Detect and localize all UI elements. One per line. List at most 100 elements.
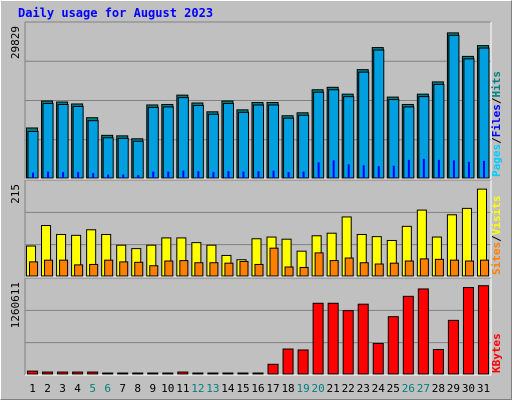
pages-bar <box>227 171 230 178</box>
x-tick-label: 15 <box>236 382 249 395</box>
kbytes-bar <box>252 372 264 375</box>
sites-bar <box>344 257 354 277</box>
x-tick-label: 13 <box>206 382 219 395</box>
pages-bar <box>182 170 185 178</box>
middle-panel-legend-item: Sites <box>490 242 503 275</box>
pages-bar <box>437 159 440 178</box>
x-tick-label: 21 <box>327 382 340 395</box>
sites-bar <box>209 262 219 277</box>
sites-bar <box>194 262 204 277</box>
sites-bar <box>329 260 339 277</box>
chart-title: Daily usage for August 2023 <box>18 6 214 20</box>
sites-bar <box>44 259 54 277</box>
sites-bar <box>239 260 249 277</box>
sites-bar <box>374 263 384 277</box>
kbytes-bar <box>87 371 99 375</box>
kbytes-bar <box>237 372 249 375</box>
top-panel-legend-item: / <box>490 97 503 104</box>
sites-bar <box>134 261 144 277</box>
sites-bar <box>359 262 369 277</box>
pages-bar <box>167 171 170 178</box>
sites-bar <box>74 264 84 277</box>
files-bar <box>102 137 114 179</box>
sites-bar <box>434 258 444 277</box>
x-tick-label: 24 <box>372 382 386 395</box>
pages-bar <box>452 160 455 178</box>
x-tick-label: 28 <box>432 382 445 395</box>
files-bar <box>162 106 174 179</box>
pages-bar <box>62 172 65 178</box>
pages-bar <box>32 172 35 178</box>
x-tick-label: 20 <box>312 382 325 395</box>
files-bar <box>42 103 54 179</box>
files-bar <box>283 117 295 179</box>
pages-bar <box>77 172 80 178</box>
kbytes-bar <box>357 303 369 375</box>
x-tick-label: 25 <box>387 382 400 395</box>
pages-bar <box>332 160 335 178</box>
kbytes-bar <box>207 372 219 375</box>
sites-bar <box>164 260 174 277</box>
kbytes-bar <box>282 348 294 375</box>
pages-bar <box>467 161 470 178</box>
middle-panel-legend-item: / <box>490 235 503 242</box>
pages-bar <box>92 173 95 178</box>
files-bar <box>57 103 69 179</box>
sites-bar <box>479 259 490 277</box>
pages-bar <box>242 171 245 178</box>
sites-bar <box>254 263 264 277</box>
kbytes-bar <box>297 349 309 375</box>
kbytes-bar <box>177 371 189 375</box>
x-tick-label: 1 <box>29 382 36 395</box>
kbytes-bar <box>372 342 384 375</box>
files-bar <box>478 47 490 179</box>
top-panel-ymax-label: 29829 <box>9 26 22 59</box>
kbytes-bar <box>57 371 69 375</box>
top-panel-legend-item: Hits <box>490 71 503 98</box>
kbytes-bar <box>132 372 144 375</box>
kbytes-bar <box>162 372 174 375</box>
pages-bar <box>362 165 365 178</box>
kbytes-bar <box>117 372 129 375</box>
files-bar <box>358 71 370 179</box>
pages-bar <box>47 171 50 178</box>
x-tick-label: 6 <box>104 382 111 395</box>
files-bar <box>463 58 475 179</box>
sites-bar <box>59 259 69 277</box>
x-tick-label: 9 <box>149 382 156 395</box>
top-panel-legend-item: Files <box>490 104 503 137</box>
kbytes-bar <box>342 310 354 375</box>
sites-bar <box>284 266 294 277</box>
bottom-panel-legend: KBytes <box>490 333 503 373</box>
files-bar <box>147 106 159 179</box>
pages-bar <box>392 165 395 178</box>
top-panel-legend-item: Pages <box>490 144 503 177</box>
pages-bar <box>137 175 140 178</box>
x-tick-label: 30 <box>462 382 475 395</box>
x-tick-label: 10 <box>161 382 174 395</box>
sites-bar <box>389 262 399 277</box>
sites-bar <box>104 259 114 277</box>
pages-bar <box>287 172 290 178</box>
files-bar <box>27 130 39 179</box>
files-bar <box>252 104 265 179</box>
kbytes-bar <box>192 372 204 375</box>
kbytes-bar <box>462 287 474 375</box>
kbytes-bar <box>147 372 159 375</box>
kbytes-bar <box>42 371 54 375</box>
x-tick-label: 23 <box>357 382 370 395</box>
files-bar <box>192 104 204 179</box>
middle-panel-legend: Sites/Visits <box>490 196 503 276</box>
kbytes-bar <box>27 370 39 375</box>
top-panel-legend: Pages/Files/Hits <box>490 71 503 177</box>
pages-bar <box>257 171 260 178</box>
middle-panel-ymax-label: 215 <box>9 184 22 204</box>
x-tick-label: 19 <box>296 382 309 395</box>
x-tick-label: 26 <box>402 382 415 395</box>
x-tick-label: 7 <box>119 382 126 395</box>
top-panel-legend-item: / <box>490 137 503 144</box>
x-tick-label: 12 <box>191 382 204 395</box>
kbytes-bar <box>312 302 324 375</box>
x-tick-label: 4 <box>74 382 81 395</box>
